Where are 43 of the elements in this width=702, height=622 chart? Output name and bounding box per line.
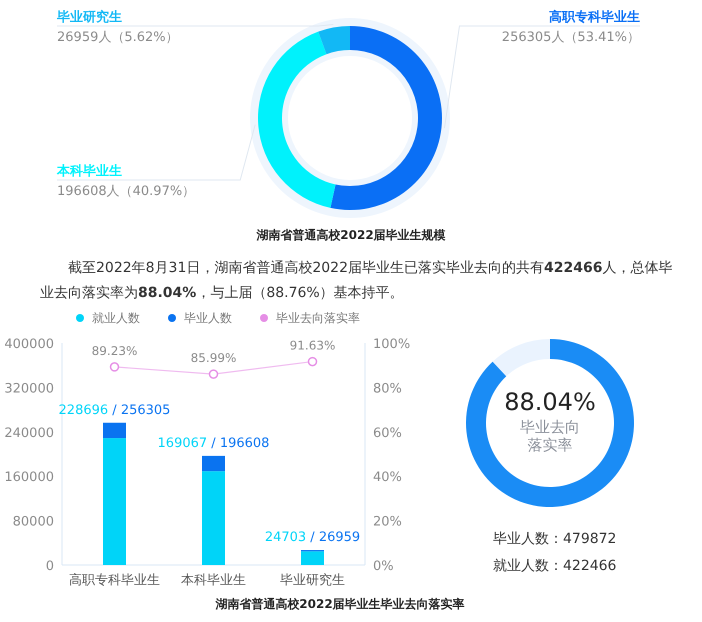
data-label: 85.99%: [190, 351, 236, 366]
y-tick-label: 0: [46, 559, 54, 574]
data-label: 91.63%: [290, 338, 336, 353]
y2-tick-label: 100%: [373, 337, 410, 352]
slice-label: 本科毕业生: [57, 163, 122, 180]
y-tick-label: 80000: [12, 514, 54, 530]
data-label: 88.04%: [503, 388, 597, 416]
legend-label: 就业人数: [92, 311, 140, 325]
data-label: 196608人（40.97%）: [57, 183, 196, 200]
data-label: 89.23%: [92, 344, 138, 358]
data-label: 26959人（5.62%）: [57, 29, 179, 46]
data-label: 256305人（53.41%）: [502, 29, 640, 46]
y2-tick-label: 20%: [373, 514, 402, 530]
legend-label: 毕业人数: [184, 311, 232, 325]
legend-label: 毕业去向落实率: [276, 311, 360, 325]
slice-label: 高职专科毕业生: [549, 8, 640, 26]
annotation: 24703: [264, 530, 306, 546]
x-tick-label: 本科毕业生: [181, 573, 246, 588]
point: [208, 369, 218, 379]
y-tick-label: 160000: [4, 470, 54, 486]
x-tick-label: 高职专科毕业生: [69, 572, 160, 588]
text: 湖南省普通高校2022届毕业生规模: [255, 227, 447, 244]
y-tick-label: 320000: [4, 381, 54, 396]
y-tick-label: 400000: [4, 337, 54, 352]
annotation: / 196608: [207, 436, 270, 451]
y2-tick-label: 60%: [373, 426, 402, 441]
text: 截至2022年8月31日，湖南省普通高校2022届毕业生已落实毕业去向的共有422466人，总体毕业去向落实率为88.04%，与上届（88.76%）基本持平。: [40, 260, 672, 301]
annotation: 169067: [158, 436, 208, 451]
text: 毕业去向落实率: [519, 418, 581, 454]
point: [308, 356, 318, 366]
slice-label: 毕业研究生: [57, 8, 122, 26]
annotation: / 26959: [306, 530, 360, 546]
annotation: / 256305: [108, 402, 170, 418]
y2-tick-label: 40%: [373, 470, 402, 486]
annotation: 228696: [58, 402, 108, 418]
text: 就业人数：422466: [493, 557, 616, 575]
y2-tick-label: 0%: [373, 559, 394, 574]
text: 湖南省普通高校2022届毕业生毕业去向落实率: [214, 596, 466, 613]
y2-tick-label: 80%: [373, 381, 402, 396]
text: 毕业人数：479872: [493, 530, 616, 548]
point: [110, 362, 120, 372]
y-tick-label: 240000: [4, 426, 54, 441]
x-tick-label: 毕业研究生: [280, 573, 345, 588]
